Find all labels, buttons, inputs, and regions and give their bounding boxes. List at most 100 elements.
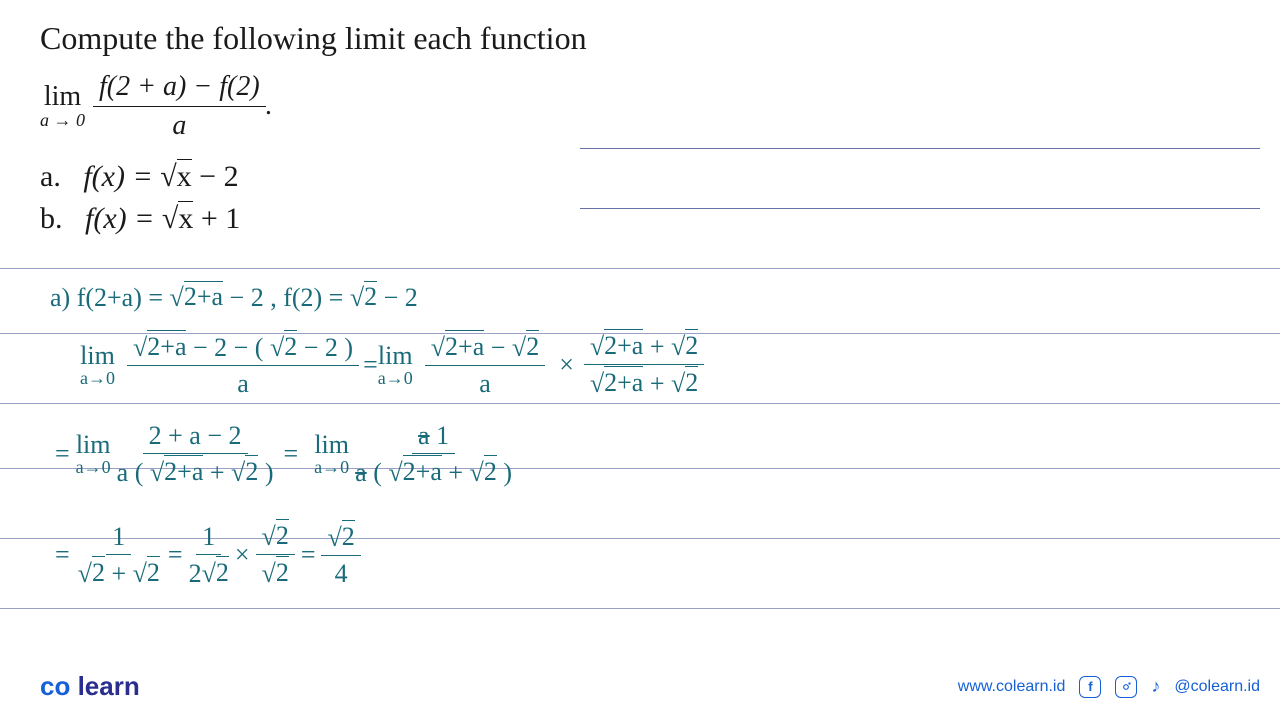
hw-piece: 2 bbox=[276, 556, 289, 588]
sqrt-icon: 2 bbox=[671, 332, 698, 361]
option-a: a. f(x) = x − 2 bbox=[40, 160, 240, 194]
footer-right: www.colearn.id f ♪ @colearn.id bbox=[958, 676, 1260, 698]
sqrt-icon: 2+a bbox=[133, 333, 186, 362]
sqrt-icon: 2 bbox=[671, 369, 698, 398]
sqrt-icon: 2+a bbox=[590, 332, 643, 361]
sqrt-icon: x bbox=[160, 160, 191, 193]
opt-a-lhs: f(x) = bbox=[83, 160, 160, 193]
sqrt-icon: 2 bbox=[78, 559, 105, 588]
hw-piece: 2 bbox=[189, 559, 202, 588]
hw-piece: = bbox=[55, 540, 70, 570]
hw-piece: 2+a bbox=[147, 330, 186, 362]
hw-piece: 2+a bbox=[184, 281, 223, 312]
rule-line bbox=[0, 403, 1280, 404]
hw-piece: + bbox=[111, 559, 132, 588]
hw-piece: − 2 , f(2) = bbox=[230, 283, 350, 312]
brand-logo: co learn bbox=[40, 671, 140, 702]
hw-piece: = bbox=[55, 439, 70, 469]
hw-piece: a→0 bbox=[378, 369, 413, 387]
sqrt-icon: 2 bbox=[133, 559, 160, 588]
hw-piece: 2 bbox=[245, 455, 258, 487]
hw-piece: ) bbox=[265, 458, 274, 487]
sqrt-icon: 2 bbox=[262, 522, 289, 551]
rule-line bbox=[580, 148, 1260, 149]
hw-piece: − bbox=[491, 333, 512, 362]
opt-b-label: b. bbox=[40, 202, 63, 235]
hw-piece: × bbox=[559, 350, 574, 380]
sqrt-icon: 2 bbox=[231, 458, 258, 487]
hw-piece: 2 bbox=[526, 330, 539, 362]
brand-co: co bbox=[40, 671, 70, 701]
hw-piece: a bbox=[479, 366, 491, 399]
tiktok-icon[interactable]: ♪ bbox=[1151, 676, 1160, 697]
hw-piece: = bbox=[363, 350, 378, 380]
sqrt-icon: 2+a bbox=[431, 333, 484, 362]
footer-url[interactable]: www.colearn.id bbox=[958, 678, 1066, 696]
hw-piece: 2 + a − 2 bbox=[143, 420, 248, 454]
hw-piece: + bbox=[650, 369, 671, 398]
hw-piece: 2 bbox=[342, 520, 355, 552]
hw-piece: lim bbox=[76, 432, 111, 458]
hw-piece: 2 bbox=[147, 556, 160, 588]
rule-line bbox=[0, 268, 1280, 269]
options-block: a. f(x) = x − 2 b. f(x) = x + 1 bbox=[40, 160, 240, 244]
sqrt-icon: 2 bbox=[262, 559, 289, 588]
hw-piece: a→0 bbox=[76, 458, 111, 476]
lim-sub: a → 0 bbox=[40, 111, 85, 129]
hw-piece: 1 bbox=[436, 421, 449, 450]
hw-piece: a bbox=[418, 421, 430, 450]
hw-piece: ) bbox=[503, 458, 512, 487]
hw-piece: × bbox=[235, 540, 250, 570]
hw-piece: 2 bbox=[284, 330, 297, 362]
hw-piece: 2+a bbox=[164, 455, 203, 487]
hw-piece: 2+a bbox=[604, 366, 643, 398]
hw-piece: = bbox=[283, 439, 298, 469]
sqrt-icon: 2+a bbox=[150, 458, 203, 487]
hw-piece: 2 bbox=[92, 556, 105, 588]
hw-piece: − 2 bbox=[384, 283, 418, 312]
rule-line bbox=[0, 608, 1280, 609]
hw-piece: 2 bbox=[685, 366, 698, 398]
hw-piece: 2 bbox=[364, 281, 377, 312]
hw-piece: 4 bbox=[335, 556, 348, 589]
footer-handle[interactable]: @colearn.id bbox=[1174, 678, 1260, 696]
hw-line3: = lima→0 2 + a − 2 a ( 2+a + 2 ) = lima→… bbox=[55, 420, 512, 488]
sqrt-icon: 2 bbox=[350, 283, 377, 312]
hw-piece: = bbox=[168, 540, 183, 570]
hw-piece: a→0 bbox=[80, 369, 115, 387]
hw-piece: − 2 − ( bbox=[193, 333, 270, 362]
option-b: b. f(x) = x + 1 bbox=[40, 202, 240, 236]
hw-piece: a bbox=[355, 458, 367, 487]
hw-piece: − 2 ) bbox=[304, 333, 353, 362]
hw-piece: ( bbox=[373, 458, 388, 487]
footer: co learn www.colearn.id f ♪ @colearn.id bbox=[40, 671, 1260, 702]
sqrt-icon: 2+a bbox=[170, 283, 223, 312]
sqrt-icon: 2 bbox=[202, 559, 229, 588]
question-title: Compute the following limit each functio… bbox=[40, 20, 587, 57]
sqrt-icon: 2+a bbox=[590, 369, 643, 398]
rule-line bbox=[580, 208, 1260, 209]
sqrt-icon: 2 bbox=[512, 333, 539, 362]
opt-b-tail: + 1 bbox=[201, 202, 240, 235]
sqrt-icon: x bbox=[162, 202, 193, 235]
opt-a-rad: x bbox=[177, 159, 192, 193]
hw-line2: lima→0 2+a − 2 − ( 2 − 2 ) a = lima→0 2+… bbox=[80, 330, 704, 399]
hw-piece: + bbox=[210, 458, 231, 487]
opt-b-lhs: f(x) = bbox=[85, 202, 162, 235]
instagram-icon[interactable] bbox=[1115, 676, 1137, 698]
limit-numerator: f(2 + a) − f(2) bbox=[93, 70, 266, 107]
hw-piece: 2 bbox=[685, 329, 698, 361]
hw-piece: 2+a bbox=[604, 329, 643, 361]
opt-a-label: a. bbox=[40, 160, 61, 193]
hw-piece: lim bbox=[314, 432, 349, 458]
sqrt-icon: 2 bbox=[270, 333, 297, 362]
sqrt-icon: 2+a bbox=[388, 458, 441, 487]
hw-piece: 1 bbox=[106, 521, 131, 555]
hw-piece: 2+a bbox=[445, 330, 484, 362]
hw-piece: lim bbox=[378, 343, 413, 369]
facebook-icon[interactable]: f bbox=[1079, 676, 1101, 698]
lim-label: lim bbox=[44, 83, 81, 111]
hw-piece: a bbox=[237, 366, 249, 399]
opt-a-tail: − 2 bbox=[199, 160, 238, 193]
hw-piece: a ( bbox=[117, 458, 150, 487]
